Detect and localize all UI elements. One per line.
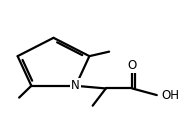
Text: O: O	[128, 59, 137, 72]
Text: N: N	[71, 79, 80, 92]
Text: OH: OH	[162, 89, 180, 102]
